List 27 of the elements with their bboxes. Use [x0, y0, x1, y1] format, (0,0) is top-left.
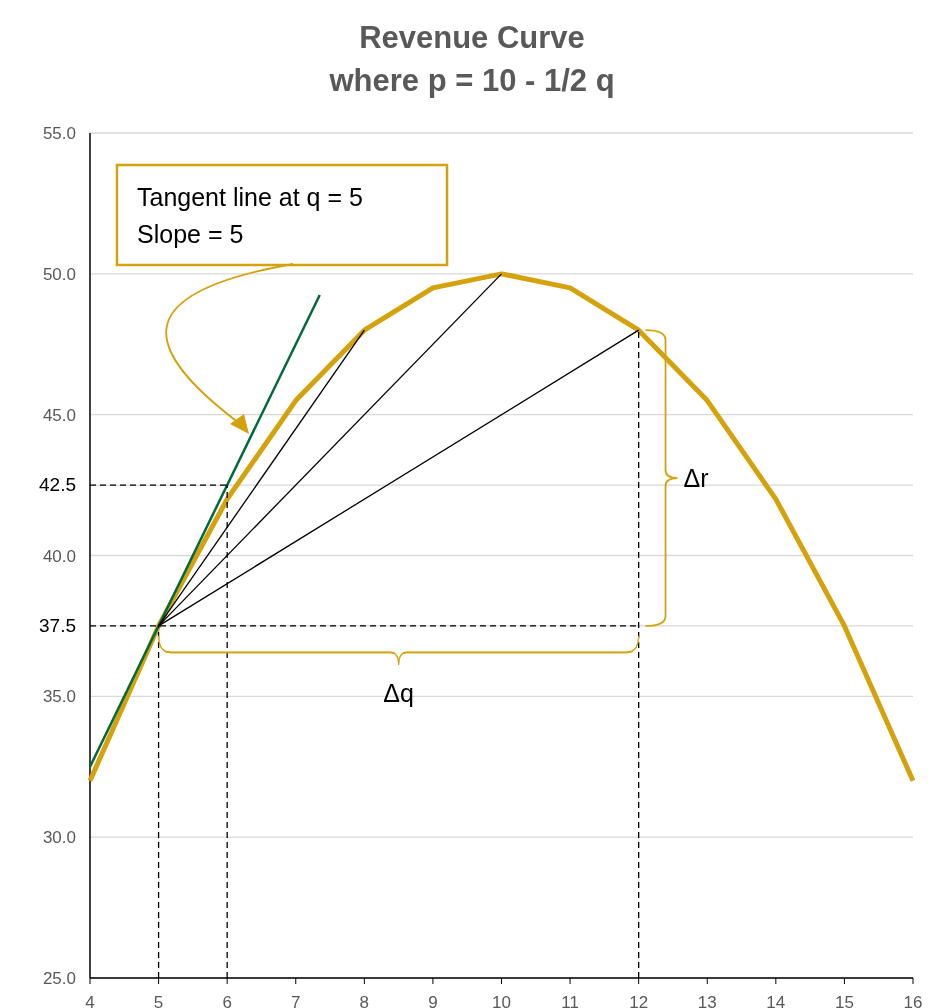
annotation: Δq [383, 678, 414, 707]
x-tick-label: 8 [359, 993, 370, 1008]
x-tick-label: 4 [85, 993, 95, 1008]
annotation: Tangent line at q = 5 Slope = 5 [137, 183, 363, 248]
y-tick-label: 25.0 [42, 969, 76, 988]
x-tick-label: 14 [766, 993, 786, 1008]
x-tick-label: 5 [153, 993, 164, 1008]
annotation: Δr [683, 464, 709, 493]
x-tick-label: 9 [428, 993, 438, 1008]
chart-title: Revenue Curve [359, 20, 585, 55]
x-tick-label: 11 [561, 993, 579, 1008]
y-tick-label: 30.0 [42, 828, 76, 848]
chart-subtitle: where p = 10 - 1/2 q [328, 63, 615, 98]
x-tick-label: 7 [291, 993, 301, 1008]
y-tick-label: 37.5 [39, 614, 76, 636]
y-tick-label: 40.0 [42, 546, 76, 566]
x-tick-label: 6 [222, 993, 232, 1008]
x-tick-label: 13 [697, 993, 717, 1008]
y-tick-label: 45.0 [42, 405, 76, 425]
x-tick-label: 10 [492, 993, 511, 1008]
y-tick-label: 50.0 [42, 264, 76, 284]
y-tick-label: 42.5 [39, 474, 76, 496]
x-tick-label: 15 [834, 993, 854, 1008]
x-tick-label: 16 [903, 993, 923, 1008]
y-tick-label: 35.0 [42, 687, 76, 707]
y-tick-label: 55.0 [42, 124, 76, 143]
x-tick-label: 12 [629, 993, 649, 1008]
